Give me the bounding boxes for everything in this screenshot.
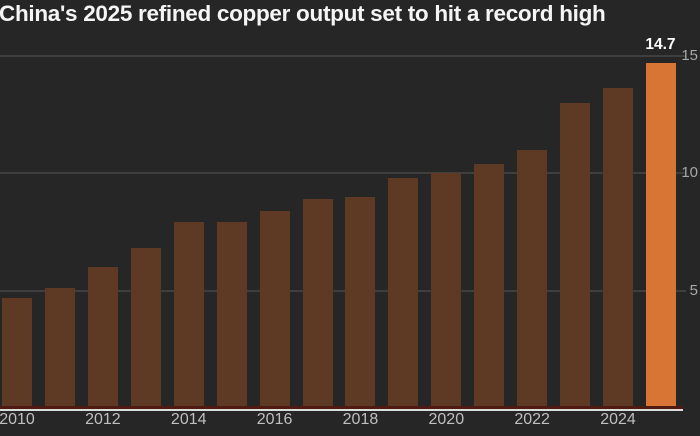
gridline-15 — [0, 54, 686, 57]
x-tick-label-2022: 2022 — [514, 411, 550, 428]
baseline-accent-line — [0, 405, 683, 409]
bar-2023 — [560, 102, 591, 408]
x-tick-label-2012: 2012 — [85, 411, 121, 428]
chart-title: China's 2025 refined copper output set t… — [0, 1, 606, 26]
bar-2016 — [259, 210, 290, 408]
x-tick-label-2020: 2020 — [428, 411, 465, 428]
bar-2018 — [345, 196, 376, 408]
bar-2019 — [388, 177, 419, 408]
x-tick-label-2018: 2018 — [342, 411, 379, 428]
bar-2022 — [517, 149, 548, 408]
x-tick-label-2024: 2024 — [600, 411, 636, 428]
gridline-10 — [0, 172, 686, 174]
x-tick-label-2014: 2014 — [170, 411, 207, 428]
bar-2025 — [645, 62, 676, 408]
bar-2012 — [87, 267, 118, 408]
bar-2011 — [44, 288, 75, 408]
baseline-axis-line — [0, 408, 683, 411]
bar-2014 — [173, 222, 204, 408]
highlight-value-label: 14.7 — [645, 36, 676, 53]
x-tick-label-2016: 2016 — [256, 411, 293, 428]
bar-2020 — [431, 173, 462, 408]
bar-2013 — [130, 248, 161, 408]
bar-2017 — [302, 198, 333, 408]
y-tick-label-10: 10 — [681, 164, 698, 181]
gridline-5 — [0, 289, 686, 292]
bar-2010 — [2, 297, 32, 408]
y-tick-label-5: 5 — [689, 281, 698, 299]
bar-2021 — [474, 163, 505, 408]
bar-2015 — [216, 222, 247, 408]
x-tick-label-2010: 2010 — [0, 411, 35, 428]
y-tick-label-15: 15 — [681, 46, 698, 64]
bar-2024 — [603, 88, 634, 408]
